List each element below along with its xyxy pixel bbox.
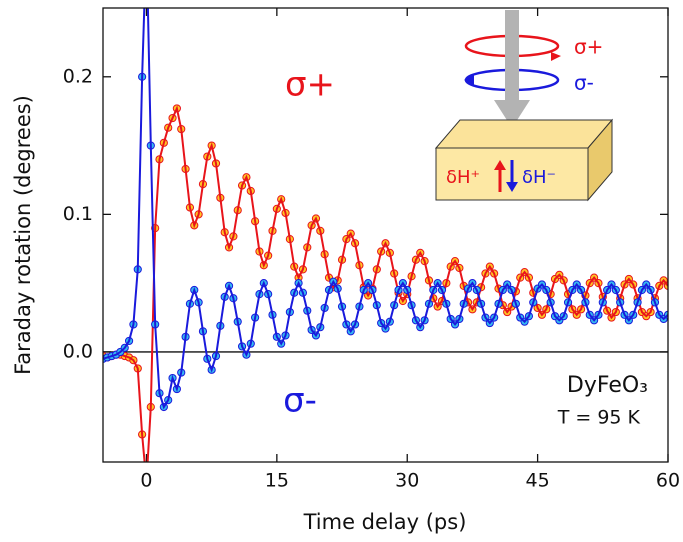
inset-diagram: σ+ σ- δH⁺ δH⁻ <box>434 10 614 202</box>
light-arrow <box>494 10 530 128</box>
annotation: σ+ <box>285 65 335 105</box>
x-tick-label: 30 <box>395 470 419 492</box>
fit-line <box>103 8 668 410</box>
plot-area <box>103 8 668 462</box>
inset-label: δH⁻ <box>522 167 556 188</box>
plot-frame <box>102 7 669 463</box>
y-tick-label: 0.1 <box>63 203 93 225</box>
y-tick-label: 0.2 <box>63 65 93 87</box>
annotation: σ- <box>283 381 317 421</box>
inset-label: σ- <box>574 71 594 95</box>
annotation: DyFeO₃ <box>567 373 648 398</box>
y-tick-label: 0.0 <box>63 340 93 362</box>
ring-arrowhead <box>464 75 474 85</box>
x-tick-label: 15 <box>265 470 289 492</box>
dh-minus-arrowhead <box>506 182 518 192</box>
inset-label: δH⁺ <box>446 167 480 188</box>
sample-side <box>587 118 613 202</box>
x-tick-label: 0 <box>140 470 152 492</box>
x-axis-title: Time delay (ps) <box>303 510 467 534</box>
y-axis-title: Faraday rotation (degrees) <box>11 95 35 375</box>
dh-plus-arrowhead <box>494 160 506 170</box>
annotation: T = 95 K <box>557 407 641 429</box>
ring-arrowhead <box>551 52 561 61</box>
x-tick-label: 60 <box>656 470 680 492</box>
inset-label: σ+ <box>574 35 603 59</box>
x-tick-label: 45 <box>526 470 550 492</box>
fit-line <box>103 105 668 462</box>
sample-top <box>434 119 614 149</box>
